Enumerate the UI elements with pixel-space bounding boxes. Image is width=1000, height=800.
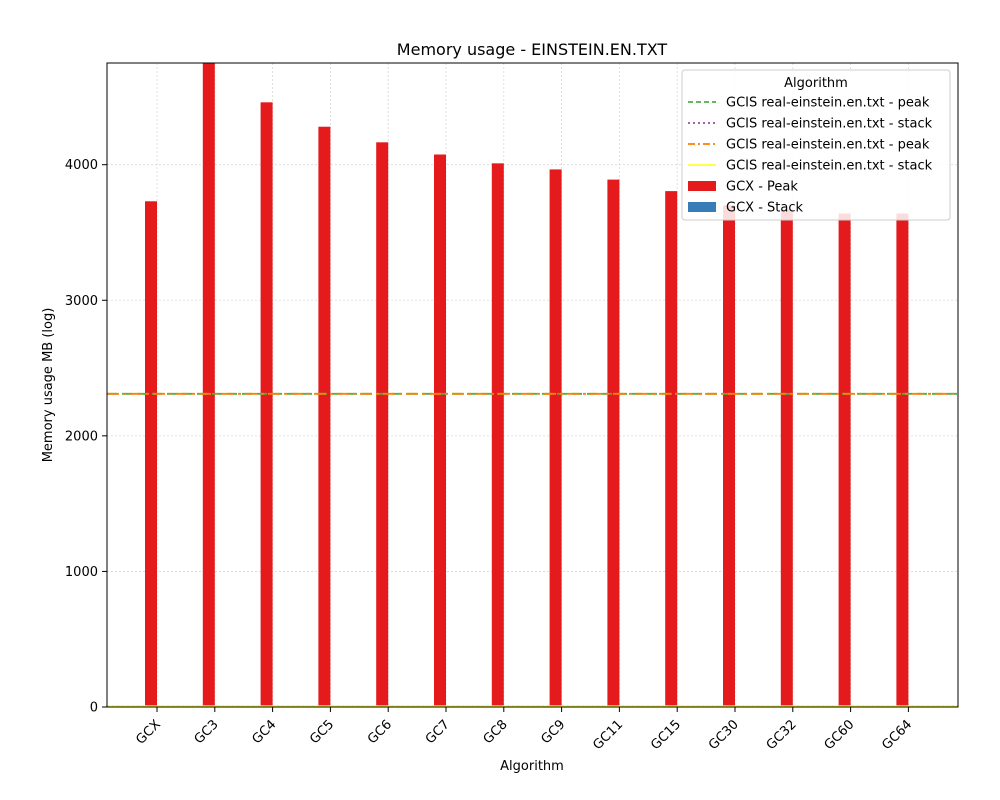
y-axis: 0 1000 2000 3000 4000	[65, 158, 107, 716]
legend-swatch-bar-1	[688, 202, 716, 212]
y-tick-label: 1000	[65, 565, 98, 580]
y-tick-label: 0	[90, 701, 98, 716]
bar-peak-gc5	[318, 126, 331, 707]
bar-peak-gc7	[434, 154, 446, 707]
bar-peak-gc15	[665, 191, 678, 708]
bar-peak-gcx	[145, 201, 157, 707]
bar-peak-gc60	[838, 213, 851, 708]
y-tick-label: 4000	[65, 158, 98, 173]
bar-peak-gc11	[607, 179, 620, 707]
x-axis-title: Algorithm	[500, 759, 564, 774]
legend: Algorithm GCIS real-einstein.en.txt - pea…	[681, 69, 951, 221]
bar-peak-gc8	[491, 163, 504, 707]
y-axis-title: Memory usage MB (log)	[41, 308, 56, 463]
reference-lines-layer	[107, 392, 958, 708]
legend-swatch-bar-0	[688, 181, 716, 191]
legend-label: GCX - Stack	[726, 201, 803, 216]
y-tick-label: 2000	[65, 429, 98, 444]
bars-layer	[145, 63, 909, 708]
plot-frame	[106, 62, 959, 708]
chart-title: Memory usage - EINSTEIN.EN.TXT	[397, 40, 668, 59]
legend-label: GCIS real-einstein.en.txt - stack	[726, 159, 933, 174]
legend-box	[681, 69, 951, 221]
legend-title: Algorithm	[784, 76, 848, 91]
bar-peak-gc64	[896, 213, 909, 708]
y-tick-label: 3000	[65, 294, 98, 309]
bar-peak-gc4	[260, 102, 273, 708]
bar-peak-gc6	[376, 142, 389, 707]
legend-label: GCIS real-einstein.en.txt - peak	[726, 96, 930, 111]
legend-label: GCIS real-einstein.en.txt - peak	[726, 138, 930, 153]
bar-peak-gc3	[202, 63, 215, 707]
bar-peak-gc9	[549, 169, 562, 708]
bar-peak-gc32	[780, 209, 793, 707]
legend-label: GCIS real-einstein.en.txt - stack	[726, 117, 933, 132]
legend-label: GCX - Peak	[726, 180, 798, 195]
bar-peak-gc30	[723, 205, 735, 707]
